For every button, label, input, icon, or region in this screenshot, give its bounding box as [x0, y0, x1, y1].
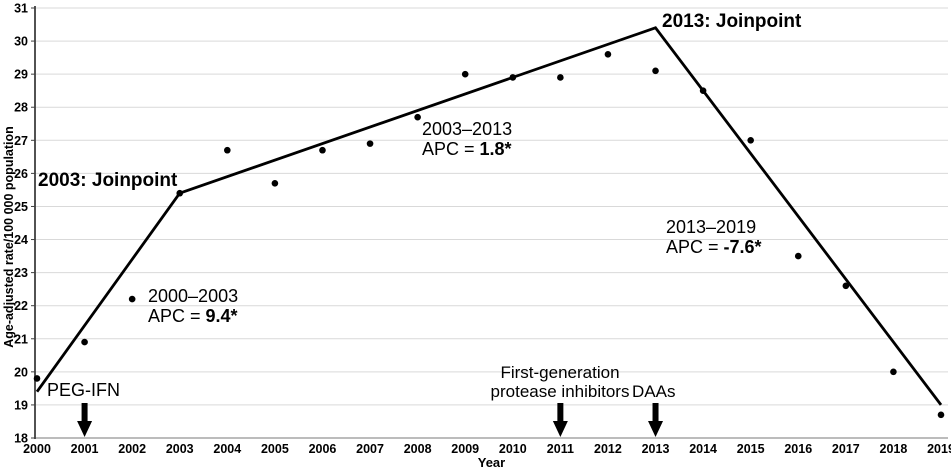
y-tick-label: 26	[14, 167, 28, 181]
data-point	[794, 252, 802, 260]
data-point	[937, 411, 945, 419]
x-tick-label: 2011	[547, 442, 574, 456]
x-tick-label: 2016	[784, 442, 812, 456]
data-point	[699, 87, 707, 94]
annotation-daas: DAAs	[632, 382, 676, 401]
data-point	[414, 113, 421, 121]
apc-value: 1.8*	[479, 139, 512, 159]
apc-value-line: APC = 1.8*	[422, 139, 512, 159]
y-tick-label: 29	[14, 68, 28, 82]
x-tick-label: 2008	[404, 442, 432, 456]
x-tick-label: 2018	[880, 442, 908, 456]
event-arrow-down-icon	[77, 403, 93, 437]
y-axis-title-wrap: Age-adjusted rate/100 000 population	[0, 22, 20, 452]
y-tick-label: 21	[14, 332, 28, 346]
y-tick-label: 30	[14, 35, 28, 49]
annotation-peg-ifn: PEG-IFN	[47, 380, 121, 400]
y-tick-label: 18	[14, 432, 28, 446]
data-point	[366, 140, 374, 147]
data-point	[652, 67, 659, 75]
x-tick-label: 2003	[166, 442, 194, 456]
data-point	[128, 295, 136, 303]
data-point	[747, 137, 754, 144]
annotation-joinpoint-2013: 2013: Joinpoint	[662, 11, 802, 32]
x-tick-label: 2017	[832, 442, 860, 456]
y-tick-label: 28	[14, 101, 28, 115]
annotation-apc-2000-2003: 2000–2003 APC = 9.4*	[148, 286, 238, 326]
y-tick-label: 25	[14, 200, 28, 214]
data-point	[224, 146, 231, 154]
y-tick-label: 31	[14, 2, 28, 16]
x-axis-title: Year	[477, 455, 506, 470]
x-tick-label: 2013	[642, 442, 670, 456]
data-point	[890, 368, 897, 376]
apc-period: 2000–2003	[148, 286, 239, 306]
apc-period: 2013–2019	[666, 217, 757, 237]
event-arrow-down-icon	[552, 403, 568, 437]
x-tick-label: 2007	[356, 442, 384, 456]
annotation-apc-2003-2013: 2003–2013 APC = 1.8*	[422, 119, 512, 159]
y-tick-label: 19	[14, 398, 28, 412]
x-tick-label: 2004	[213, 442, 241, 456]
x-tick-label: 2009	[451, 442, 479, 456]
trend-line	[35, 26, 943, 406]
apc-prefix: APC =	[148, 306, 206, 326]
x-tick-label: 2014	[689, 442, 717, 456]
y-axis-title: Age-adjusted rate/100 000 population	[2, 126, 16, 348]
annotation-line-2: protease inhibitors	[490, 382, 630, 401]
data-point	[319, 146, 326, 154]
apc-value: 9.4*	[205, 306, 238, 326]
x-tick-label: 2001	[71, 442, 99, 456]
y-tick-label: 24	[14, 233, 28, 247]
data-point	[509, 74, 517, 81]
data-point	[557, 74, 564, 81]
x-tick-label: 2005	[261, 442, 289, 456]
data-point	[604, 51, 612, 58]
annotation-apc-2013-2019: 2013–2019 APC = -7.6*	[666, 217, 762, 257]
x-tick-label: 2015	[737, 442, 765, 456]
data-point	[81, 338, 88, 346]
x-tick-label: 2002	[118, 442, 146, 456]
x-tick-label: 2010	[499, 442, 527, 456]
apc-period: 2003–2013	[422, 119, 513, 139]
annotation-joinpoint-2003: 2003: Joinpoint	[38, 170, 178, 191]
apc-value-line: APC = 9.4*	[148, 306, 238, 326]
y-tick-label: 22	[14, 299, 28, 313]
x-tick-label: 2012	[594, 442, 622, 456]
data-point	[33, 375, 41, 382]
x-tick-label: 2019	[927, 442, 951, 456]
apc-prefix: APC =	[422, 139, 480, 159]
y-tick-label: 23	[14, 266, 28, 280]
y-tick-label: 27	[14, 134, 28, 148]
x-tick-label: 2006	[309, 442, 337, 456]
apc-prefix: APC =	[666, 237, 724, 257]
annotation-line-1: First-generation	[500, 363, 620, 382]
data-point	[461, 70, 469, 78]
event-arrow-down-icon	[648, 403, 664, 437]
apc-value: -7.6*	[723, 237, 762, 257]
apc-value-line: APC = -7.6*	[666, 237, 762, 257]
data-point	[176, 189, 184, 197]
data-point	[271, 180, 279, 187]
data-point	[842, 282, 850, 290]
x-tick-label: 2000	[23, 442, 51, 456]
annotation-first-generation-protease-inhibitors: First-generation protease inhibitors	[470, 363, 650, 401]
y-tick-label: 20	[14, 365, 28, 379]
